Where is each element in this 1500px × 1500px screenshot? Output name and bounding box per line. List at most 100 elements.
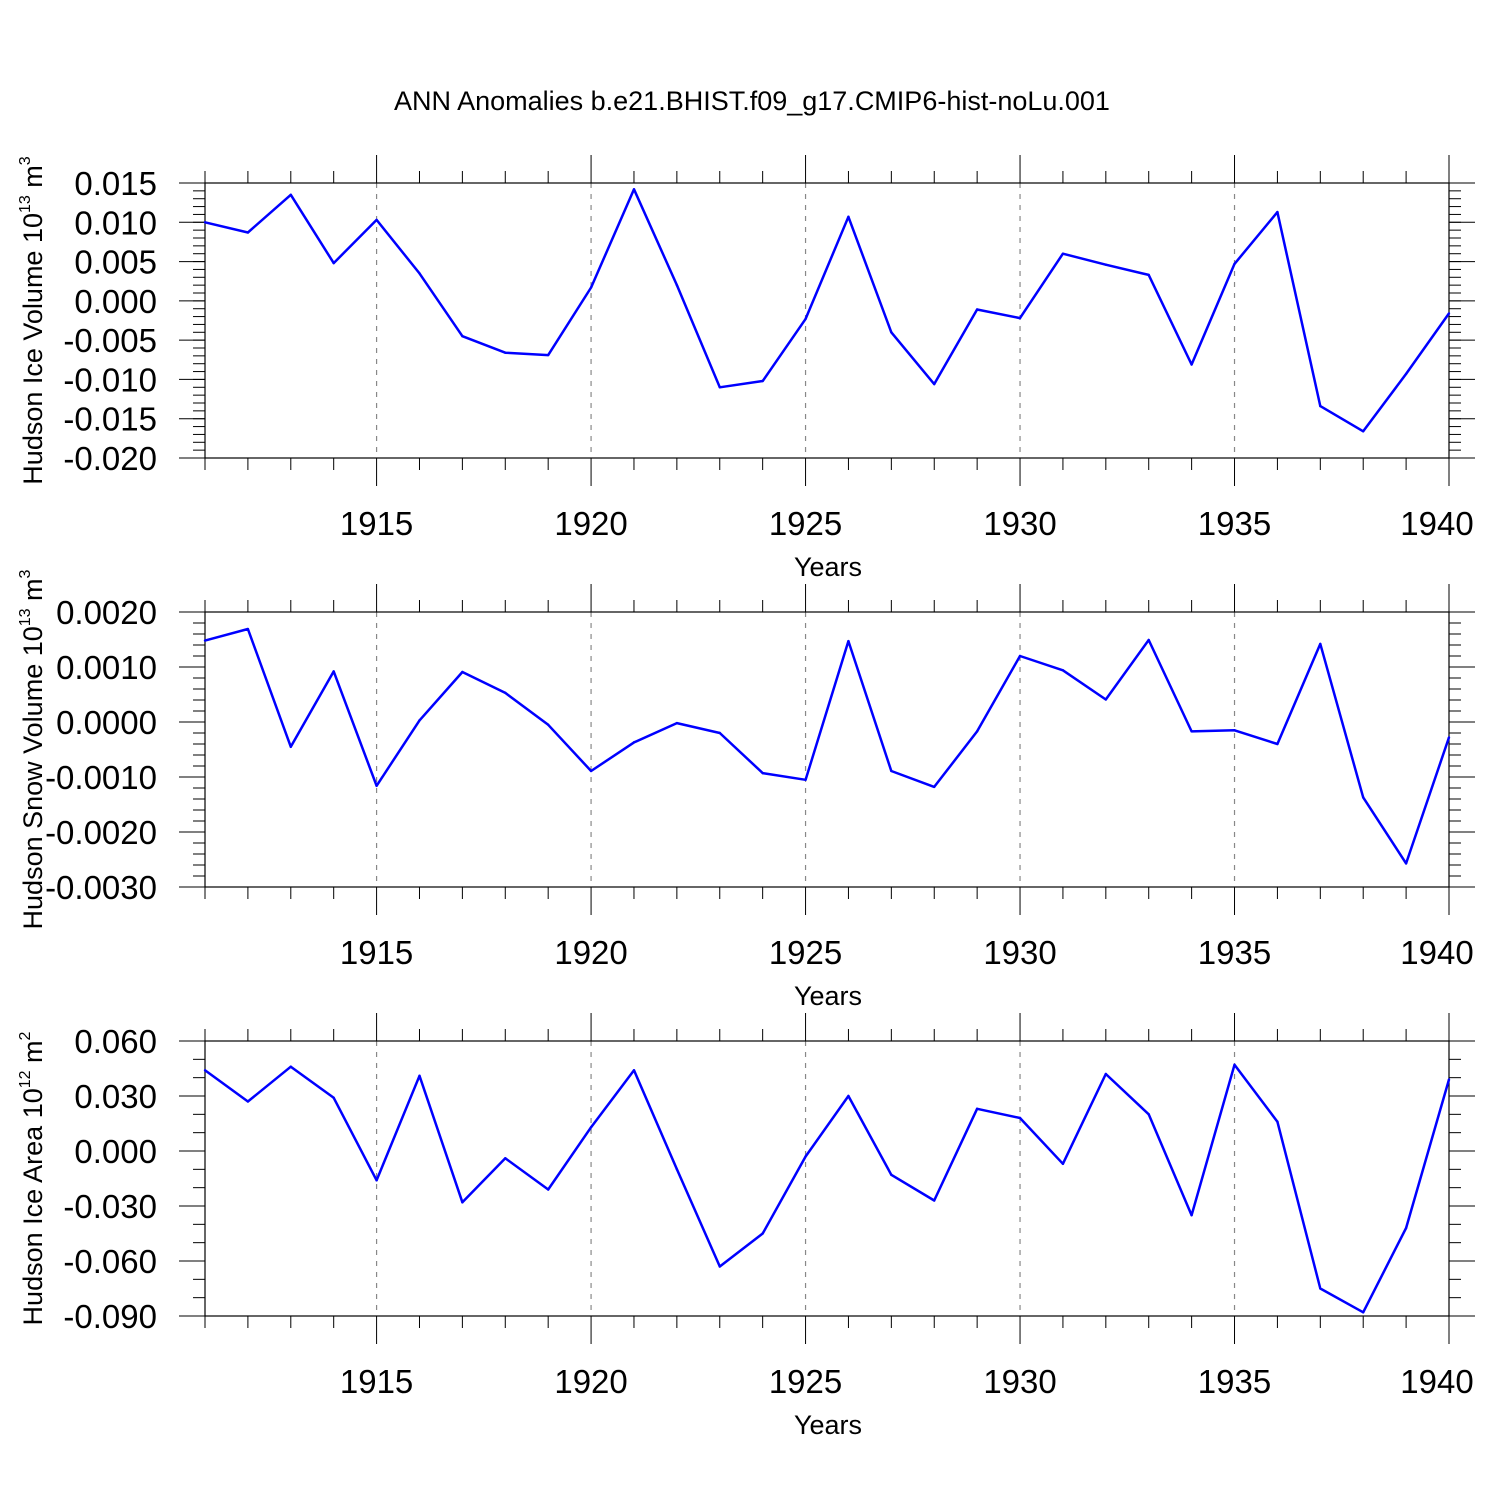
x-tick-label: 1915 [340,1363,413,1400]
data-point [332,670,335,673]
data-point [203,1069,207,1072]
series-line-ice-area [204,1063,1451,1314]
data-point [332,1096,335,1100]
data-point [890,769,893,773]
data-point [1276,742,1279,746]
x-tick-label: 1925 [769,1363,842,1400]
data-point [375,1179,378,1182]
data-point [1404,372,1408,376]
data-point [1362,796,1365,799]
y-tick-label: 0.000 [74,283,157,320]
data-point [1404,862,1408,865]
data-point [289,1065,292,1068]
plot-frame [204,182,1450,459]
data-point [504,351,507,354]
data-point [589,1125,593,1129]
data-point [1190,363,1193,366]
data-point [1362,1311,1365,1314]
data-point [1147,1113,1150,1116]
data-point [933,382,936,386]
series-line-ice-volume [204,188,1451,433]
y-tick-label: -0.030 [63,1188,157,1225]
y-tick-label: -0.0030 [45,869,157,906]
y-tick-label: 0.060 [74,1023,157,1060]
data-point [546,1188,550,1191]
y-tick-label: 0.030 [74,1078,157,1115]
data-point [289,193,292,196]
data-point [847,639,850,643]
x-tick-label: 1935 [1198,1363,1271,1400]
data-point [1104,698,1108,701]
y-tick-label: 0.000 [74,1133,157,1170]
data-point [761,379,764,383]
data-point [546,353,550,357]
data-point [418,719,421,722]
x-axis-label: Years [794,552,862,582]
y-tick-label: 0.0000 [56,704,157,741]
y-tick-label: -0.0010 [45,759,157,796]
x-tick-label: 1930 [983,505,1056,542]
data-point [975,730,979,733]
y-tick-label: -0.015 [63,401,157,438]
chart-panel-snow-volume: -0.0030 -0.0020 -0.0010 0.0000 0.0010 0.0020 1… [17,569,1475,1011]
data-point [246,1100,250,1103]
data-point [933,785,936,789]
data-point [1147,273,1150,277]
data-point [1018,654,1022,658]
y-axis-label: Hudson Ice Volume 1013 m3 [17,156,48,484]
data-point [718,1265,721,1268]
data-point [418,272,421,275]
y-tick-label: -0.060 [63,1243,157,1280]
data-point [718,386,721,389]
panels: -0.020-0.015-0.010-0.0050.0000.0050.0100… [17,155,1475,1440]
data-point [1447,312,1451,315]
data-point [675,721,679,725]
chart-panel-ice-area: -0.090 -0.060 -0.030 0.000 0.030 0.060 1915 192… [17,1013,1475,1440]
series-line-snow-volume [204,627,1451,865]
data-point [1190,730,1193,733]
data-point [375,784,378,787]
data-point [804,1155,807,1158]
y-tick-label: 0.015 [74,165,157,202]
data-point [804,778,807,781]
data-point [1104,1072,1108,1076]
data-point [246,231,250,234]
data-point [1061,1162,1065,1166]
figure-title: ANN Anomalies b.e21.BHIST.f09_g17.CMIP6-… [394,86,1110,116]
x-tick-label: 1920 [554,505,627,542]
y-tick-label: 0.0010 [56,649,157,686]
x-tick-label: 1915 [340,934,413,971]
data-point [589,286,593,289]
y-axis-label: Hudson Snow Volume 1013 m3 [17,569,48,929]
data-point [1319,404,1322,408]
x-tick-label: 1920 [554,934,627,971]
data-point [1147,638,1150,642]
data-point [1447,736,1451,739]
y-tick-label: -0.005 [63,322,157,359]
data-point [375,218,378,222]
x-tick-label: 1940 [1400,505,1473,542]
data-point [804,317,807,321]
data-point [203,639,207,642]
y-tick-label: 0.0020 [56,594,157,631]
data-point [1233,729,1236,732]
data-point [418,1074,421,1078]
y-axis-label: Hudson Ice Area 1012 m2 [17,1031,48,1325]
y-tick-label: 0.010 [74,204,157,241]
y-tick-label: -0.020 [63,440,157,477]
data-point [1319,642,1322,646]
data-point [933,1199,936,1202]
data-point [461,1201,464,1204]
x-tick-label: 1940 [1400,1363,1473,1400]
x-axis-label: Years [794,981,862,1011]
data-point [1061,252,1065,255]
data-point [589,769,593,773]
x-tick-label: 1925 [769,505,842,542]
data-point [890,1173,893,1177]
x-tick-label: 1930 [983,1363,1056,1400]
data-point [1362,430,1365,433]
x-tick-label: 1940 [1400,934,1473,971]
x-tick-label: 1935 [1198,505,1271,542]
x-axis-label: Years [794,1410,862,1440]
